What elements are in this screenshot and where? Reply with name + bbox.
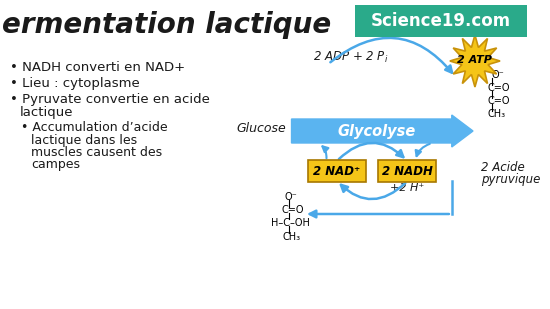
Text: 2 ADP + 2 P$_i$: 2 ADP + 2 P$_i$ xyxy=(313,49,388,65)
Text: lactique: lactique xyxy=(19,106,73,119)
Text: 2 NAD⁺: 2 NAD⁺ xyxy=(314,164,360,177)
Text: O⁻: O⁻ xyxy=(491,70,504,80)
Text: campes: campes xyxy=(31,158,80,171)
Text: Glycolyse: Glycolyse xyxy=(337,124,416,138)
Text: Science19.com: Science19.com xyxy=(371,12,511,30)
Text: • Lieu : cytoplasme: • Lieu : cytoplasme xyxy=(10,77,139,90)
Text: CH₃: CH₃ xyxy=(487,109,505,119)
Text: 2 NADH: 2 NADH xyxy=(382,164,433,177)
Text: muscles causent des: muscles causent des xyxy=(31,146,162,159)
Text: Glucose: Glucose xyxy=(236,121,286,134)
Text: pyruvique: pyruvique xyxy=(481,172,540,185)
Text: lactique dans les: lactique dans les xyxy=(31,134,137,147)
Text: 2 ATP: 2 ATP xyxy=(458,55,492,65)
FancyArrow shape xyxy=(292,115,473,147)
Text: O⁻: O⁻ xyxy=(285,192,298,202)
Text: • NADH converti en NAD+: • NADH converti en NAD+ xyxy=(10,61,185,74)
Text: • Accumulation d’acide: • Accumulation d’acide xyxy=(21,121,168,134)
Text: ermentation lactique: ermentation lactique xyxy=(2,11,331,39)
FancyBboxPatch shape xyxy=(308,160,366,182)
FancyBboxPatch shape xyxy=(378,160,436,182)
Text: CH₃: CH₃ xyxy=(283,232,301,242)
Polygon shape xyxy=(450,35,500,87)
FancyBboxPatch shape xyxy=(355,5,527,37)
Text: C=O: C=O xyxy=(487,83,510,93)
Text: 2 Acide: 2 Acide xyxy=(481,160,525,173)
Text: C=O: C=O xyxy=(487,96,510,106)
Text: C=O: C=O xyxy=(282,205,304,215)
Text: • Pyruvate convertie en acide: • Pyruvate convertie en acide xyxy=(10,93,210,106)
Text: H–C–OH: H–C–OH xyxy=(271,218,310,228)
Text: +2 H⁺: +2 H⁺ xyxy=(390,183,425,193)
